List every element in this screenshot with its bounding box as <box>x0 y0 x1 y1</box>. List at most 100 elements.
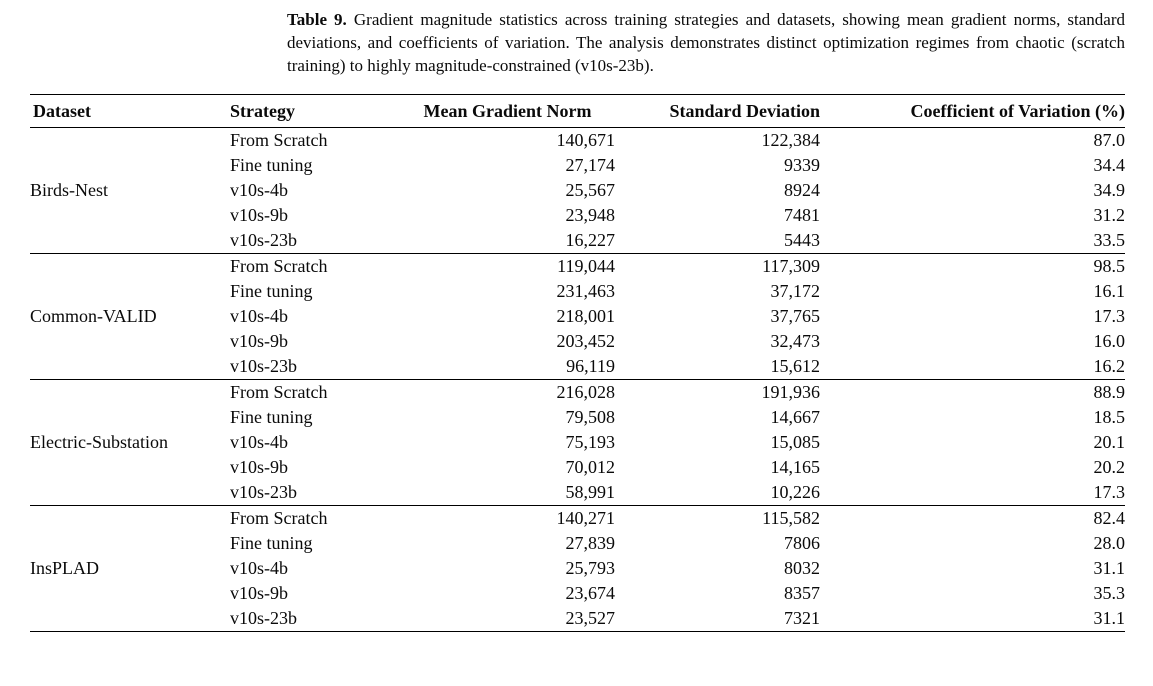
table-row: v10s-23b 23,527 7321 31.1 <box>30 606 1125 632</box>
table-group: Electric-Substation From Scratch 216,028 19… <box>30 379 1125 506</box>
cv-cell: 88.9 <box>820 379 1125 405</box>
table-caption: Table 9. Gradient magnitude statistics a… <box>287 8 1125 77</box>
std-cell: 37,172 <box>770 281 821 301</box>
table-group: Common-VALID From Scratch 119,044 117,309 98… <box>30 253 1126 380</box>
mean-cell: 96,119 <box>566 356 615 376</box>
cv-cell: 82.4 <box>820 505 1125 531</box>
header-coefficient-of-variation: Coefficient of Variation (%) <box>820 94 1125 128</box>
table-row: Fine tuning 27,839 7806 28.0 <box>30 531 1125 556</box>
strategy-cell: Fine tuning <box>230 281 313 301</box>
mean-cell: 75,193 <box>565 432 616 452</box>
table-row: v10s-4b 25,793 8032 31.1 <box>30 556 1125 581</box>
strategy-cell: v10s-9b <box>230 457 288 477</box>
cv-cell: 16.2 <box>1093 356 1126 376</box>
mean-cell: 23,527 <box>565 608 616 628</box>
cv-cell: 98.5 <box>820 253 1125 279</box>
strategy-cell: Fine tuning <box>230 155 313 175</box>
cv-cell: 35.3 <box>1093 583 1126 603</box>
strategy-cell: v10s-4b <box>230 180 288 200</box>
table-row: Common-VALID From Scratch 119,044 117,309 98… <box>30 253 1125 380</box>
strategy-cell: From Scratch <box>230 379 400 405</box>
cv-cell: 31.1 <box>1093 608 1126 628</box>
strategy-cell: v10s-4b <box>230 558 288 578</box>
results-table: Dataset Strategy Mean Gradient Norm Stan… <box>30 94 1125 632</box>
cv-cell: 34.9 <box>1093 180 1126 200</box>
strategy-cell: v10s-9b <box>230 331 288 351</box>
std-cell: 122,384 <box>615 127 820 153</box>
dataset-cell: InsPLAD <box>30 505 230 632</box>
std-cell: 37,765 <box>770 306 821 326</box>
table-row: v10s-9b 23,948 7481 31.2 <box>30 203 1125 228</box>
table-row: Fine tuning 79,508 14,667 18.5 <box>30 405 1125 430</box>
std-cell: 14,165 <box>770 457 821 477</box>
table-row: v10s-23b 16,227 5443 33.5 <box>30 228 1125 254</box>
table-caption-text: Gradient magnitude statistics across tra… <box>287 10 1125 75</box>
cv-cell: 18.5 <box>1093 407 1126 427</box>
table-row: v10s-23b 96,119 15,612 16.2 <box>30 354 1125 380</box>
strategy-cell: v10s-23b <box>230 608 297 628</box>
std-cell: 15,085 <box>770 432 821 452</box>
std-cell: 7481 <box>784 205 820 225</box>
std-cell: 15,612 <box>770 356 821 376</box>
mean-cell: 23,674 <box>565 583 616 603</box>
table-header: Dataset Strategy Mean Gradient Norm Stan… <box>30 94 1125 128</box>
strategy-cell: v10s-4b <box>230 306 288 326</box>
dataset-cell: Electric-Substation <box>30 379 230 506</box>
table-row: v10s-9b 23,674 8357 35.3 <box>30 581 1125 606</box>
cv-cell: 17.3 <box>1093 482 1126 502</box>
cv-cell: 20.2 <box>1093 457 1126 477</box>
std-cell: 115,582 <box>615 505 820 531</box>
strategy-cell: From Scratch <box>230 505 400 531</box>
std-cell: 8924 <box>784 180 820 200</box>
mean-cell: 23,948 <box>565 205 616 225</box>
std-cell: 10,226 <box>770 482 821 502</box>
std-cell: 8357 <box>784 583 820 603</box>
mean-cell: 25,567 <box>565 180 616 200</box>
table-caption-label: Table 9. <box>287 10 347 29</box>
header-dataset: Dataset <box>30 94 230 128</box>
table-row: Birds-Nest From Scratch 140,671 122,384 87.0 <box>30 127 1125 254</box>
mean-cell: 140,671 <box>400 127 615 153</box>
mean-cell: 140,271 <box>400 505 615 531</box>
cv-cell: 17.3 <box>1093 306 1126 326</box>
table-row: v10s-4b 75,193 15,085 20.1 <box>30 430 1125 455</box>
std-cell: 5443 <box>784 230 820 250</box>
std-cell: 117,309 <box>615 253 820 279</box>
header-strategy: Strategy <box>230 94 400 128</box>
table-group: Birds-Nest From Scratch 140,671 122,384 87.0… <box>30 127 1125 254</box>
header-mean-gradient-norm: Mean Gradient Norm <box>400 94 615 128</box>
table-row: Fine tuning 231,463 37,172 16.1 <box>30 279 1125 304</box>
mean-cell: 58,991 <box>565 482 616 502</box>
table-row: InsPLAD From Scratch 140,271 115,582 82.4 <box>30 505 1125 632</box>
table-row: v10s-23b 58,991 10,226 17.3 <box>30 480 1125 506</box>
header-standard-deviation: Standard Deviation <box>615 94 820 128</box>
mean-cell: 79,508 <box>565 407 616 427</box>
strategy-cell: v10s-23b <box>230 356 297 376</box>
table-row: v10s-9b 70,012 14,165 20.2 <box>30 455 1125 480</box>
std-cell: 8032 <box>784 558 820 578</box>
mean-cell: 70,012 <box>565 457 616 477</box>
mean-cell: 203,452 <box>556 331 616 351</box>
table-row: Electric-Substation From Scratch 216,028 19… <box>30 379 1125 506</box>
std-cell: 7321 <box>784 608 820 628</box>
cv-cell: 33.5 <box>1093 230 1126 250</box>
mean-cell: 119,044 <box>400 253 615 279</box>
table-group: InsPLAD From Scratch 140,271 115,582 82.4 Fin… <box>30 505 1125 632</box>
strategy-cell: v10s-23b <box>230 482 297 502</box>
table-row: v10s-4b 25,567 8924 34.9 <box>30 178 1125 203</box>
dataset-cell: Birds-Nest <box>30 127 230 254</box>
mean-cell: 25,793 <box>565 558 616 578</box>
cv-cell: 87.0 <box>820 127 1125 153</box>
strategy-cell: v10s-4b <box>230 432 288 452</box>
std-cell: 14,667 <box>770 407 821 427</box>
mean-cell: 27,839 <box>565 533 616 553</box>
mean-cell: 16,227 <box>565 230 616 250</box>
strategy-cell: From Scratch <box>230 127 400 153</box>
mean-cell: 231,463 <box>556 281 616 301</box>
cv-cell: 16.0 <box>1093 331 1126 351</box>
std-cell: 191,936 <box>615 379 820 405</box>
std-cell: 32,473 <box>770 331 821 351</box>
mean-cell: 216,028 <box>400 379 615 405</box>
table-row: v10s-4b 218,001 37,765 17.3 <box>30 304 1125 329</box>
